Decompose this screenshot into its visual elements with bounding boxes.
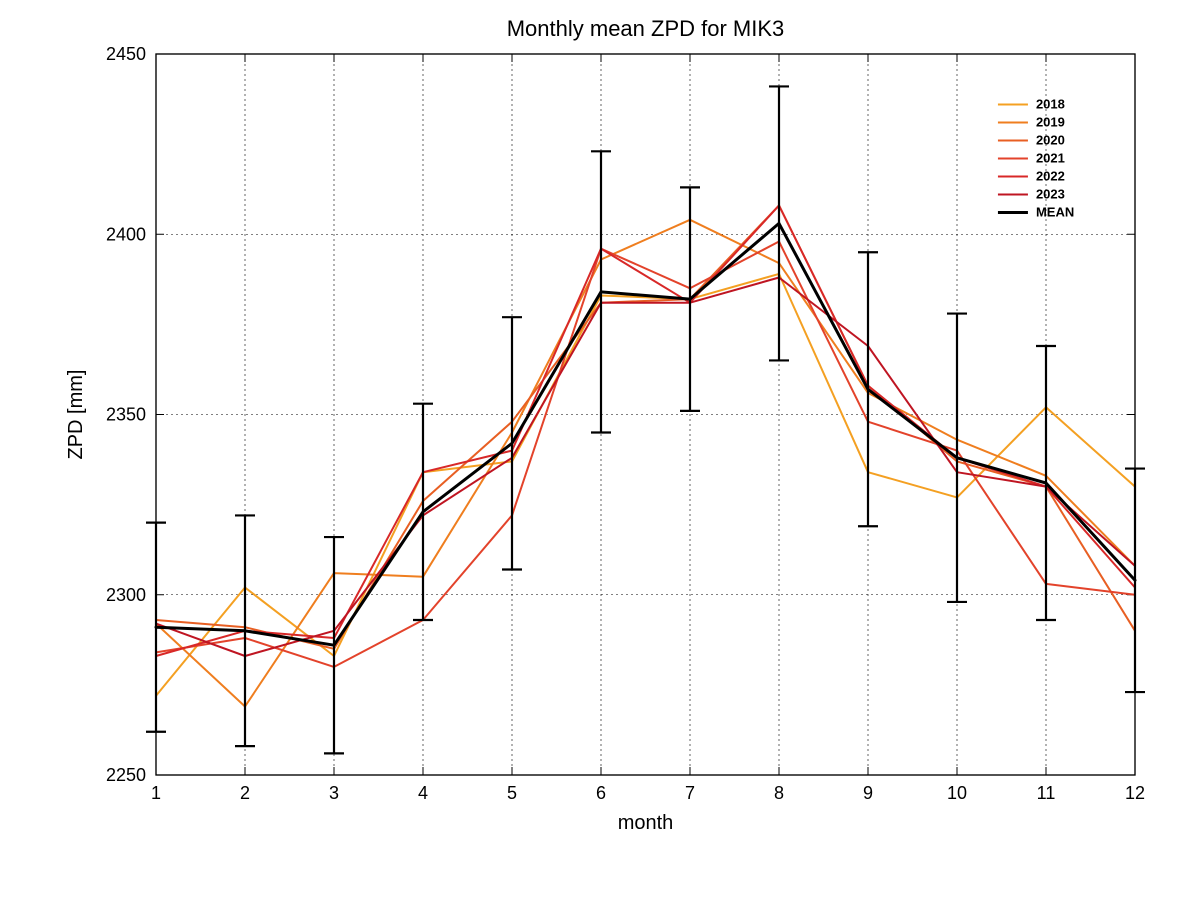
legend-label: 2021 [1036, 150, 1065, 165]
y-tick-label: 2400 [106, 224, 146, 244]
legend-label: 2018 [1036, 96, 1065, 111]
legend-label: 2020 [1036, 132, 1065, 147]
x-tick-label: 2 [240, 783, 250, 803]
chart-container: 12345678910111222502300235024002450Month… [0, 0, 1201, 901]
x-tick-label: 1 [151, 783, 161, 803]
x-axis-label: month [618, 812, 674, 834]
y-tick-label: 2250 [106, 765, 146, 785]
legend-label: 2019 [1036, 114, 1065, 129]
x-tick-label: 5 [507, 783, 517, 803]
legend-label: 2023 [1036, 186, 1065, 201]
x-tick-label: 10 [947, 783, 967, 803]
x-tick-label: 4 [418, 783, 428, 803]
x-tick-label: 12 [1125, 783, 1145, 803]
y-tick-label: 2350 [106, 405, 146, 425]
x-tick-label: 8 [774, 783, 784, 803]
chart-title: Monthly mean ZPD for MIK3 [507, 16, 785, 41]
x-tick-label: 11 [1037, 783, 1056, 803]
y-tick-label: 2450 [106, 44, 146, 64]
legend-label: MEAN [1036, 204, 1074, 219]
legend-label: 2022 [1036, 168, 1065, 183]
y-tick-label: 2300 [106, 585, 146, 605]
x-tick-label: 3 [329, 783, 339, 803]
y-axis-label: ZPD [mm] [65, 370, 87, 460]
x-tick-label: 9 [863, 783, 873, 803]
x-tick-label: 7 [685, 783, 695, 803]
x-tick-label: 6 [596, 783, 606, 803]
line-chart: 12345678910111222502300235024002450Month… [0, 0, 1201, 901]
